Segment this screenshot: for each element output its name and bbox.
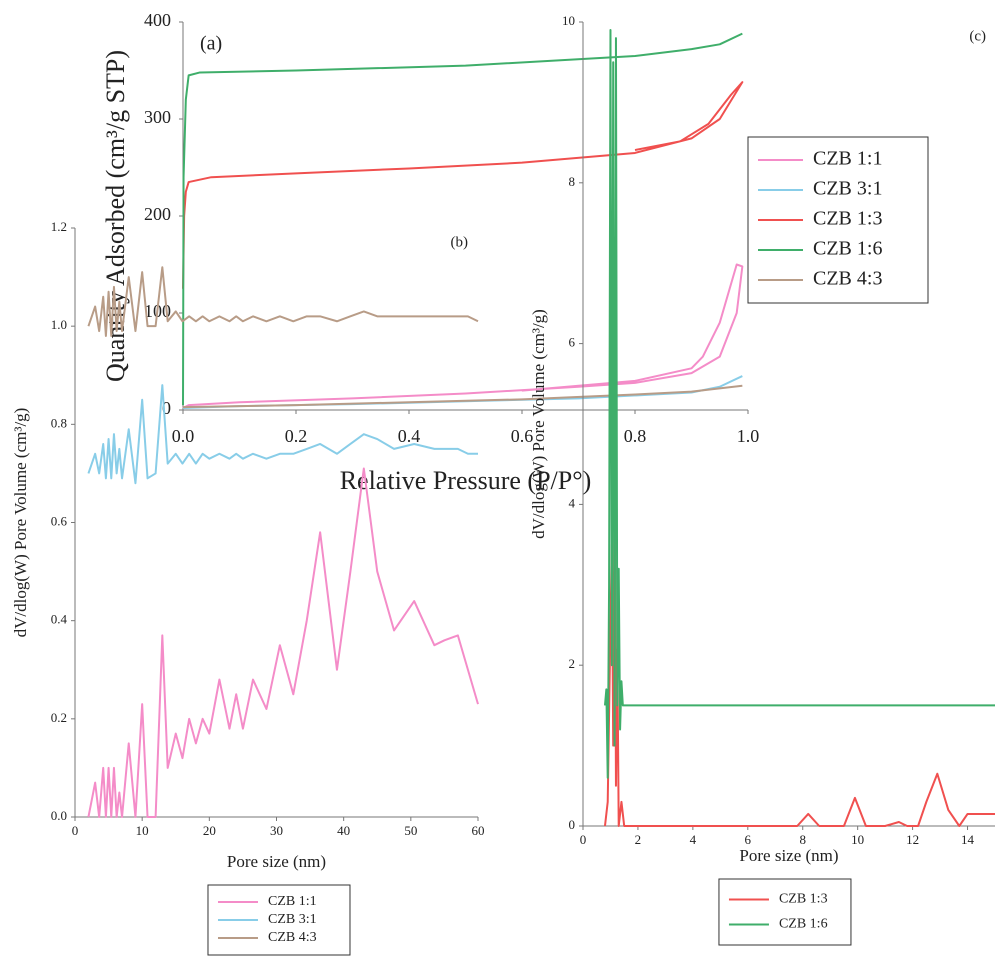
x-tick-label: 10 [136,823,149,838]
legend-label: CZB 4:3 [268,930,317,945]
y-tick-label: 0.0 [51,808,67,823]
y-tick-label: 4 [569,495,576,510]
x-tick-label: 10 [851,832,864,847]
x-axis-label: Relative Pressure (P/P°) [340,466,592,495]
data-line [182,81,744,289]
x-tick-label: 14 [961,832,975,847]
legend-label: CZB 4:3 [813,268,882,290]
x-tick-label: 30 [270,823,283,838]
legend: CZB 1:1 CZB 3:1 CZB 1:3 CZB 1:6 CZB 4:3 [747,136,929,304]
x-tick-label: 8 [799,832,806,847]
legend-label: CZB 1:6 [813,238,882,260]
x-tick-label: 0 [580,832,587,847]
legend: CZB 1:1 CZB 3:1 CZB 4:3 [207,884,351,956]
panel-label: (c) [969,28,986,44]
y-tick-label: 2 [569,656,576,671]
x-tick-label: 0 [72,823,79,838]
chart-panel: 0 2 4 6 8 10 0 2 4 6 8 10 12 14 Pore size (nm) dV/dlog(… [529,13,995,946]
data-line [182,384,743,409]
x-tick-label: 0.0 [172,426,195,446]
x-tick-label: 1.0 [737,426,760,446]
y-tick-label: 0 [162,398,171,418]
x-tick-label: 6 [745,832,752,847]
legend: CZB 1:3 CZB 1:6 [718,878,852,946]
data-line [603,29,995,779]
data-line [182,32,743,406]
x-tick-label: 0.6 [511,426,534,446]
x-tick-label: 0.8 [624,426,647,446]
x-tick-label: 4 [690,832,697,847]
chart-panel: 0.0 0.2 0.4 0.6 0.8 1.0 1.2 0 10 20 30 40 50 60 Pore s… [11,219,485,956]
y-tick-label: 10 [562,13,575,28]
y-tick-label: 6 [569,335,576,350]
x-tick-label: 50 [404,823,417,838]
y-tick-label: 1.0 [51,317,67,332]
y-tick-label: 200 [144,204,171,224]
y-tick-label: 0 [569,817,576,832]
legend-box [718,878,852,946]
legend-label: CZB 1:3 [813,208,882,230]
x-axis-label: Pore size (nm) [227,852,326,871]
y-axis-label: dV/dlog(W) Pore Volume (cm³/g) [11,408,30,638]
y-tick-label: 0.4 [51,612,68,627]
y-axis-label: dV/dlog(W) Pore Volume (cm³/g) [529,309,548,539]
y-tick-label: 0.2 [51,710,67,725]
legend-label: CZB 1:6 [779,917,828,932]
x-tick-label: 0.2 [285,426,308,446]
x-tick-label: 40 [337,823,350,838]
data-line [87,266,479,337]
legend-label: CZB 3:1 [268,912,317,927]
legend-label: CZB 3:1 [813,178,882,200]
x-tick-label: 20 [203,823,216,838]
x-tick-label: 2 [635,832,642,847]
legend-label: CZB 1:1 [268,894,317,909]
y-tick-label: 300 [144,107,171,127]
data-line [87,467,479,818]
panel-label: (a) [200,33,222,55]
x-axis-label: Pore size (nm) [739,846,838,865]
legend-label: CZB 1:1 [813,148,882,170]
y-tick-label: 0.6 [51,513,68,528]
data-line [182,263,744,409]
y-tick-label: 400 [144,10,171,30]
data-line [603,455,995,827]
data-line [87,384,478,485]
x-tick-label: 0.4 [398,426,421,446]
x-tick-label: 12 [906,832,919,847]
legend-label: CZB 1:3 [779,892,828,907]
y-tick-label: 0.8 [51,415,67,430]
data-line [182,375,743,410]
y-tick-label: 1.2 [51,219,67,234]
y-tick-label: 8 [569,174,576,189]
panel-label: (b) [451,234,469,250]
x-tick-label: 60 [472,823,485,838]
